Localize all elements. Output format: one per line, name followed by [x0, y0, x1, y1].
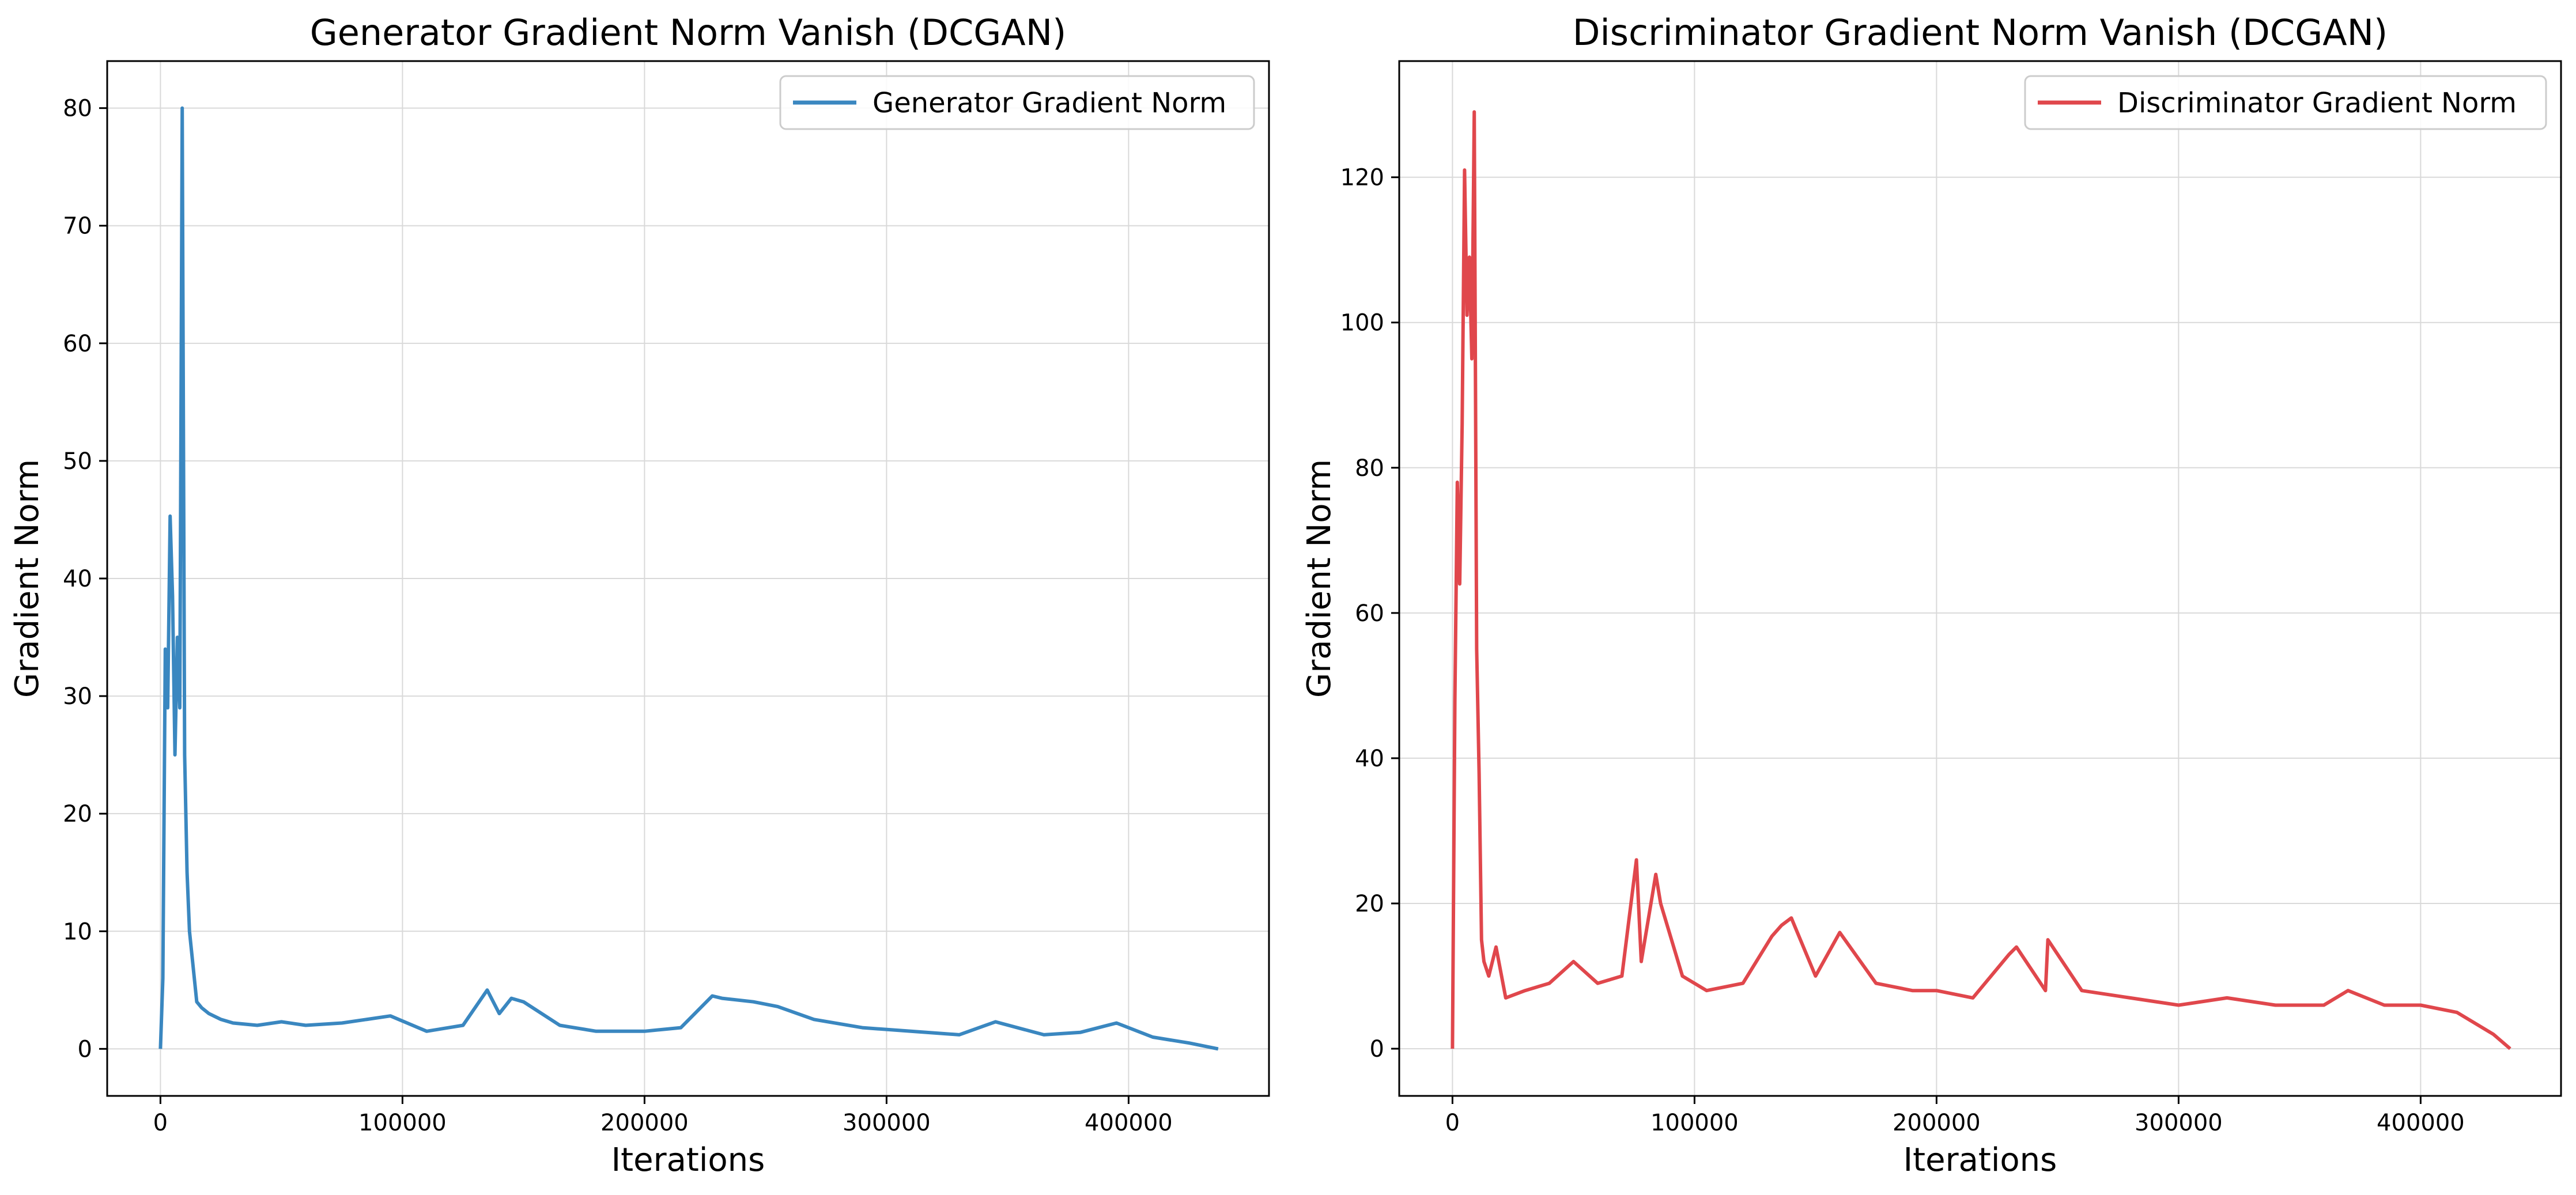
generator-y-tick-label: 0	[78, 1036, 92, 1062]
generator-x-tick-label: 400000	[1085, 1110, 1173, 1136]
discriminator-x-tick-label: 100000	[1650, 1110, 1739, 1136]
generator-y-tick-label: 70	[63, 213, 92, 240]
generator-x-tick-label: 100000	[358, 1110, 447, 1136]
discriminator-x-axis-label: Iterations	[1903, 1141, 2057, 1179]
generator-y-tick-label: 60	[63, 331, 92, 357]
discriminator-y-tick-label: 60	[1355, 600, 1384, 627]
generator-x-tick-label: 300000	[843, 1110, 931, 1136]
generator-y-tick-label: 80	[63, 96, 92, 122]
generator-legend: Generator Gradient Norm	[779, 75, 1255, 130]
discriminator-y-tick-label: 40	[1355, 746, 1384, 772]
discriminator-chart-panel: 0 100000 200000 300000 400000 0 20 40 60 80 100 120…	[1301, 12, 2562, 1179]
discriminator-y-tick-label: 120	[1340, 165, 1384, 191]
generator-chart-title: Generator Gradient Norm Vanish (DCGAN)	[310, 12, 1067, 54]
discriminator-y-tick-label: 20	[1355, 891, 1384, 917]
generator-y-tick-label: 20	[63, 801, 92, 827]
generator-legend-label: Generator Gradient Norm	[872, 87, 1226, 119]
generator-y-tick-label: 50	[63, 448, 92, 475]
discriminator-x-tick-label: 300000	[2135, 1110, 2223, 1136]
discriminator-x-tick-label: 200000	[1893, 1110, 1981, 1136]
generator-legend-box	[779, 75, 1255, 130]
generator-y-tick-label: 40	[63, 566, 92, 592]
generator-y-tick-label: 30	[63, 683, 92, 710]
discriminator-y-tick-label: 80	[1355, 455, 1384, 482]
generator-y-axis-label: Gradient Norm	[9, 459, 46, 698]
discriminator-legend-box	[2024, 75, 2547, 130]
generator-x-tick-label: 0	[153, 1110, 168, 1136]
discriminator-x-tick-label: 400000	[2377, 1110, 2465, 1136]
discriminator-y-axis-label: Gradient Norm	[1301, 459, 1338, 698]
discriminator-x-tick-label: 0	[1445, 1110, 1460, 1136]
discriminator-plot-frame	[1398, 60, 2562, 1097]
generator-series-line	[158, 106, 1219, 1051]
discriminator-legend: Discriminator Gradient Norm	[2024, 75, 2547, 130]
generator-x-axis-label: Iterations	[611, 1141, 765, 1179]
generator-x-tick-label: 200000	[600, 1110, 689, 1136]
discriminator-y-tick-label: 100	[1340, 310, 1384, 336]
discriminator-chart-title: Discriminator Gradient Norm Vanish (DCGA…	[1573, 12, 2388, 54]
discriminator-y-tick-label: 0	[1370, 1036, 1384, 1062]
discriminator-series-line	[1451, 110, 2511, 1050]
discriminator-legend-label: Discriminator Gradient Norm	[2117, 87, 2517, 119]
generator-chart-panel: 0 100000 200000 300000 400000 0 10 20 30 40 50 60 70…	[9, 12, 1270, 1179]
generator-y-tick-label: 10	[63, 918, 92, 945]
